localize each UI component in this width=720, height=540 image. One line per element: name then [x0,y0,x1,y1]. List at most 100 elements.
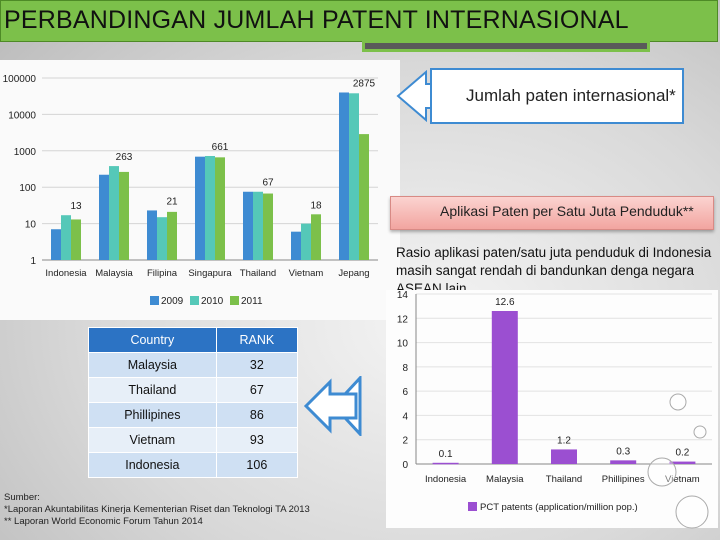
source-line: *Laporan Akuntabilitas Kinerja Kementeri… [4,504,310,515]
data-label: 12.6 [495,297,515,308]
bar-2009 [99,174,109,260]
legend-swatch [468,502,477,511]
bar-2010 [253,191,263,260]
patent-count-chart: 1 10 100 1000 10000 100000 Indonesia 13 Malaysia… [3,74,378,307]
header-country: Country [88,327,217,353]
data-label: 263 [116,152,133,163]
y-tick-label: 4 [402,411,408,422]
y-tick-label: 6 [402,387,408,398]
pct-bar [432,462,459,465]
pct-chart-panel [386,290,718,528]
country-cell: Malaysia [88,352,217,378]
bar-2010 [205,155,215,260]
y-tick-label: 10 [25,220,37,231]
y-tick-label: 1000 [14,147,37,158]
source-line: ** Laporan World Economic Forum Tahun 20… [4,516,203,527]
data-label: 13 [70,201,82,212]
legend-swatch [150,296,159,305]
legend-label: 2011 [241,296,263,307]
callout-label: Jumlah paten internasional* [466,86,676,105]
legend-label: 2010 [201,296,224,307]
x-tick-label: Singapura [188,268,232,279]
y-tick-label: 10000 [8,110,36,121]
bar-2009 [291,231,301,260]
data-label: 1.2 [557,435,571,446]
y-tick-label: 2 [402,436,408,447]
bar-2010 [109,166,119,260]
description-text: Rasio aplikasi paten/satu juta penduduk … [396,245,712,296]
y-tick-label: 12 [397,314,409,325]
country-cell: Indonesia [88,452,217,478]
x-tick-label: Phillipines [602,474,645,485]
pct-bar [491,311,518,464]
bubble-decoration [647,393,709,529]
legend-label: 2009 [161,296,184,307]
bar-2011 [263,193,273,260]
bar-2011 [167,211,177,260]
right-arrow-icon [304,376,362,436]
bar-2010 [301,223,311,260]
bar-2009 [339,92,349,260]
bar-2010 [61,215,71,260]
data-label: 18 [310,200,322,211]
pct-bar [669,461,696,464]
legend-swatch [190,296,199,305]
table-row: Thailand 67 [88,377,299,403]
data-label: 21 [166,196,178,207]
x-tick-label: Filipina [147,268,178,279]
callout-box [430,68,684,124]
data-label: 0.3 [616,446,630,457]
bar-2011 [71,219,81,260]
pct-chart: 0 2 4 6 8 10 12 14 0.1 Indonesia 12.6 Malaysia 1.2 Th… [397,290,712,513]
bar-2009 [147,210,157,260]
x-tick-label: Indonesia [425,474,467,485]
x-tick-label: Jepang [338,268,369,279]
table-row: Phillipines 86 [88,402,299,428]
rank-cell: 32 [215,352,299,378]
data-label: 0.2 [675,448,689,459]
table-row: Vietnam 93 [88,427,299,453]
y-tick-label: 8 [402,363,408,374]
y-tick-label: 100 [19,183,36,194]
rank-cell: 106 [215,452,299,478]
data-label: 67 [262,178,274,189]
legend-label: PCT patents (application/million pop.) [480,502,638,513]
rank-table: Country RANK Malaysia 32 Thailand 67 Phi… [88,327,299,478]
pct-bar [610,460,637,464]
data-label: 2875 [353,78,376,89]
slide-title: PERBANDINGAN JUMLAH PATENT INTERNASIONAL [4,6,629,34]
country-cell: Vietnam [88,427,217,453]
bar-2011 [311,214,321,260]
bar-2009 [51,229,61,260]
pink-banner [390,196,714,230]
x-tick-label: Thailand [240,268,276,279]
rank-cell: 86 [215,402,299,428]
y-tick-label: 100000 [3,74,37,85]
x-tick-label: Malaysia [486,474,524,485]
pct-bar [551,449,577,464]
x-tick-label: Vietnam [289,268,324,279]
source-line: Sumber: [4,492,40,503]
table-header-row: Country RANK [88,327,299,353]
title-frame-decoration [362,40,650,52]
y-tick-label: 0 [402,460,408,471]
y-tick-label: 10 [397,339,409,350]
bar-2011 [215,157,225,260]
title-bar [0,0,718,42]
x-tick-label: Malaysia [95,268,133,279]
rank-cell: 67 [215,377,299,403]
bar-2011 [119,171,129,260]
bar-2011 [359,134,369,260]
country-cell: Phillipines [88,402,217,428]
pink-banner-label: Aplikasi Paten per Satu Juta Penduduk** [440,203,694,219]
table-row: Malaysia 32 [88,352,299,378]
x-tick-label: Indonesia [45,268,87,279]
header-rank: RANK [215,327,299,353]
data-label: 0.1 [439,449,453,460]
bar-2010 [157,217,167,260]
rank-cell: 93 [215,427,299,453]
data-label: 661 [212,142,229,153]
bar-2009 [243,191,253,260]
y-tick-label: 14 [397,290,409,301]
bar-2009 [195,156,205,260]
